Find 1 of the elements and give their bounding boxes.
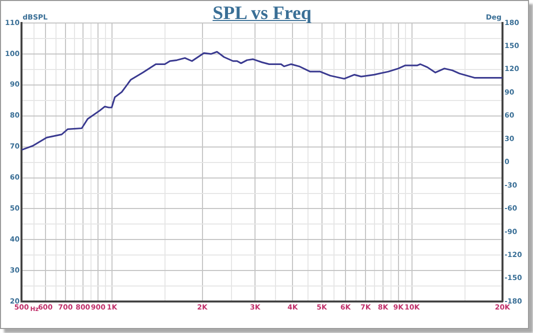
chart-title: SPL vs Freq <box>212 3 312 25</box>
